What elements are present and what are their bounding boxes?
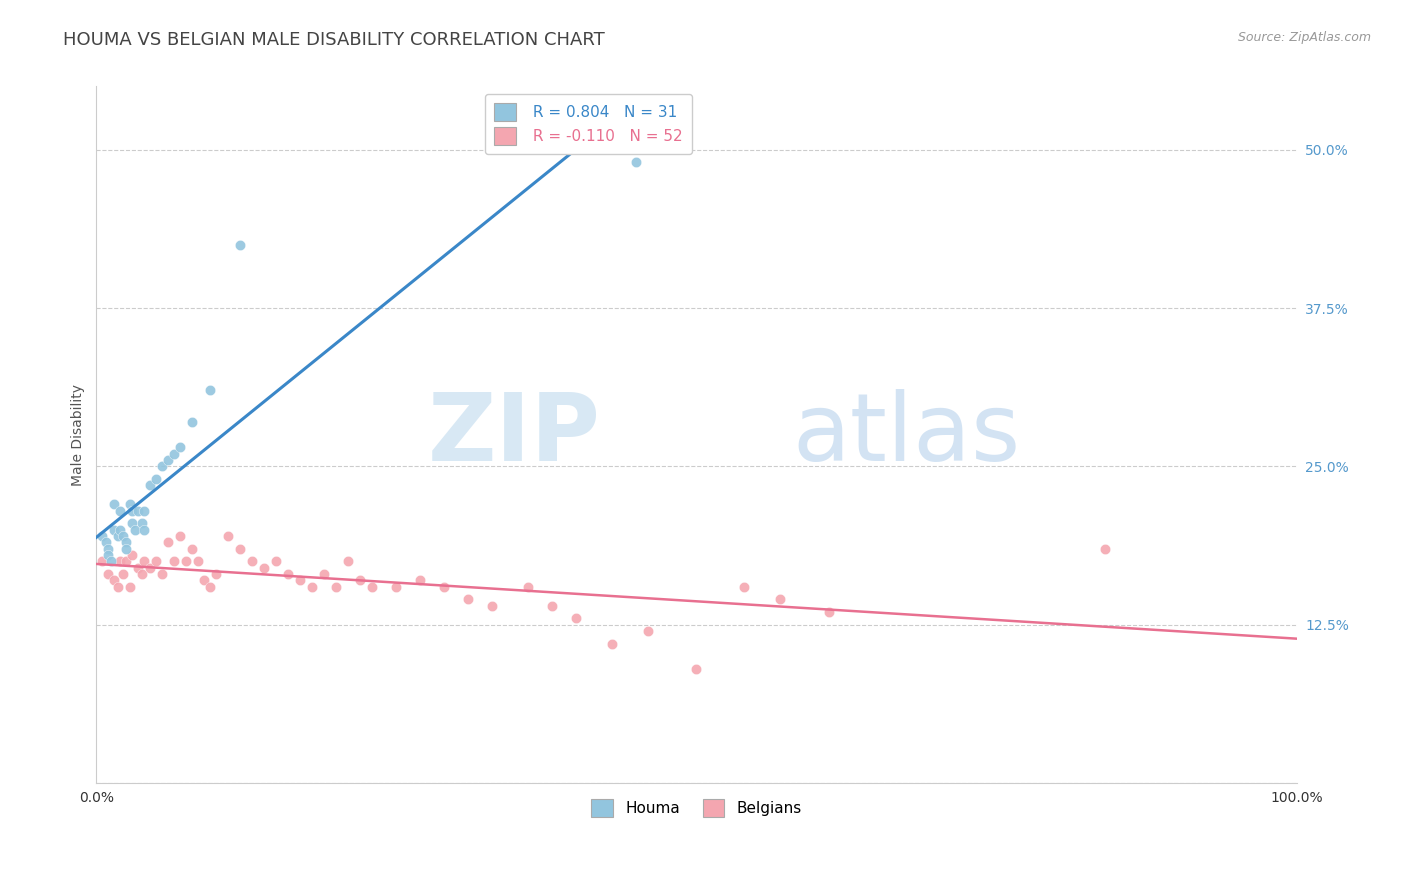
Point xyxy=(200,580,222,594)
Point xyxy=(115,535,138,549)
Point xyxy=(124,523,146,537)
Point xyxy=(187,554,209,568)
Point xyxy=(637,624,659,638)
Point xyxy=(242,554,264,568)
Y-axis label: Male Disability: Male Disability xyxy=(72,384,86,486)
Point xyxy=(121,548,143,562)
Point xyxy=(385,580,408,594)
Point xyxy=(107,529,129,543)
Text: ZIP: ZIP xyxy=(427,389,600,481)
Point xyxy=(176,554,198,568)
Point xyxy=(349,574,371,588)
Point xyxy=(91,554,114,568)
Point xyxy=(200,384,222,398)
Point xyxy=(94,535,117,549)
Text: Source: ZipAtlas.com: Source: ZipAtlas.com xyxy=(1237,31,1371,45)
Point xyxy=(163,447,186,461)
Point xyxy=(626,155,648,169)
Point xyxy=(541,599,564,613)
Point xyxy=(325,580,347,594)
Point xyxy=(150,567,173,582)
Point xyxy=(266,554,288,568)
Point xyxy=(110,554,132,568)
Point xyxy=(131,516,153,531)
Point xyxy=(481,599,503,613)
Point xyxy=(97,548,120,562)
Point xyxy=(118,580,141,594)
Point xyxy=(1094,541,1116,556)
Text: atlas: atlas xyxy=(793,389,1021,481)
Point xyxy=(602,637,624,651)
Point xyxy=(457,592,479,607)
Point xyxy=(145,554,167,568)
Point xyxy=(193,574,215,588)
Point xyxy=(277,567,299,582)
Point xyxy=(139,478,162,492)
Point xyxy=(103,574,125,588)
Point xyxy=(181,415,204,429)
Point xyxy=(229,541,252,556)
Point xyxy=(314,567,336,582)
Point xyxy=(163,554,186,568)
Point xyxy=(134,504,156,518)
Point xyxy=(229,237,252,252)
Point xyxy=(111,567,134,582)
Point xyxy=(433,580,456,594)
Point xyxy=(217,529,239,543)
Point xyxy=(145,472,167,486)
Point xyxy=(150,459,173,474)
Point xyxy=(769,592,792,607)
Point xyxy=(127,560,149,574)
Point xyxy=(361,580,384,594)
Point xyxy=(181,541,204,556)
Point xyxy=(817,605,839,619)
Point xyxy=(115,554,138,568)
Point xyxy=(169,529,191,543)
Point xyxy=(110,523,132,537)
Point xyxy=(134,523,156,537)
Point xyxy=(517,580,540,594)
Point xyxy=(91,529,114,543)
Point xyxy=(734,580,756,594)
Point xyxy=(169,441,191,455)
Point xyxy=(253,560,276,574)
Point xyxy=(685,662,707,676)
Point xyxy=(100,554,122,568)
Point xyxy=(337,554,360,568)
Point xyxy=(157,453,180,467)
Legend: Houma, Belgians: Houma, Belgians xyxy=(583,791,810,824)
Point xyxy=(121,516,143,531)
Point xyxy=(107,580,129,594)
Point xyxy=(157,535,180,549)
Point xyxy=(290,574,312,588)
Point xyxy=(110,504,132,518)
Point xyxy=(565,611,588,625)
Point xyxy=(103,497,125,511)
Point xyxy=(301,580,323,594)
Point xyxy=(97,567,120,582)
Point xyxy=(134,554,156,568)
Point xyxy=(409,574,432,588)
Point xyxy=(131,567,153,582)
Point xyxy=(118,497,141,511)
Point xyxy=(115,541,138,556)
Point xyxy=(205,567,228,582)
Point xyxy=(127,504,149,518)
Point xyxy=(103,523,125,537)
Point xyxy=(111,529,134,543)
Point xyxy=(97,541,120,556)
Text: HOUMA VS BELGIAN MALE DISABILITY CORRELATION CHART: HOUMA VS BELGIAN MALE DISABILITY CORRELA… xyxy=(63,31,605,49)
Point xyxy=(139,560,162,574)
Point xyxy=(121,504,143,518)
